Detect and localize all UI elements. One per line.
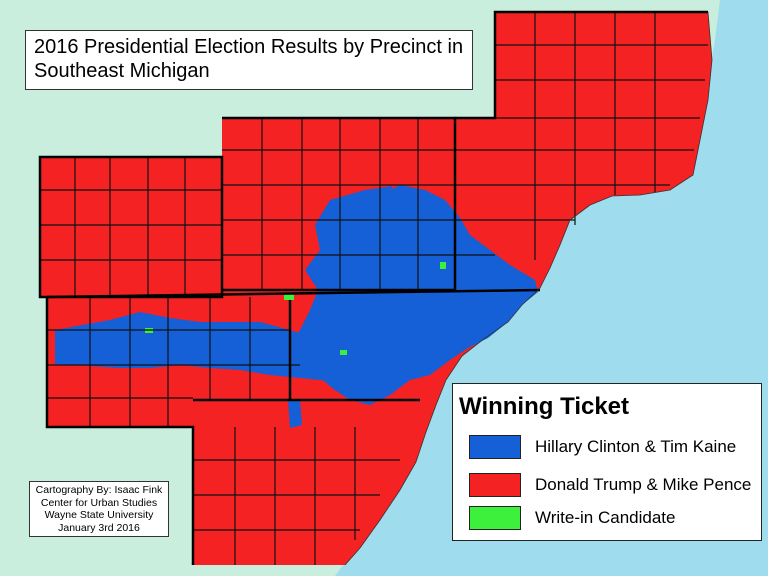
map-title-line-2: Southeast Michigan [34, 60, 210, 82]
credit-line: Cartography By: Isaac Fink [35, 484, 163, 496]
township-grid [40, 12, 708, 565]
legend-item-write-in: Write-in Candidate [469, 505, 675, 531]
credit-line: January 3rd 2016 [58, 521, 140, 534]
legend-label: Hillary Clinton & Tim Kaine [535, 437, 737, 456]
legend-title: Winning Ticket [459, 393, 630, 420]
county-borders [38, 10, 708, 565]
credit-line: Center for Urban Studies [40, 496, 158, 509]
legend-swatch-blue [469, 435, 521, 459]
write-in-spot [440, 262, 446, 269]
write-in-spot [340, 350, 347, 355]
legend-item-republican: Donald Trump & Mike Pence [469, 472, 751, 498]
region-democrat-detroit [290, 185, 538, 405]
legend-swatch-red [469, 473, 521, 497]
map-title-line-1: 2016 Presidential Election Results by Pr… [34, 36, 464, 58]
legend-label: Donald Trump & Mike Pence [535, 475, 752, 494]
write-in-spot [284, 294, 294, 300]
legend-label: Write-in Candidate [535, 508, 676, 527]
region-democrat-pontiac [360, 186, 395, 236]
credit-box: Cartography By: Isaac Fink Center for Ur… [29, 481, 169, 537]
credit-line: Wayne State University [44, 509, 154, 521]
map-title-box: 2016 Presidential Election Results by Pr… [25, 30, 473, 90]
legend-item-democrat: Hillary Clinton & Tim Kaine [469, 434, 736, 460]
legend: Winning Ticket Hillary Clinton & Tim Kai… [452, 383, 762, 541]
shoreline [344, 11, 713, 566]
legend-swatch-green [469, 506, 521, 530]
region-democrat-ypsi [288, 400, 302, 428]
